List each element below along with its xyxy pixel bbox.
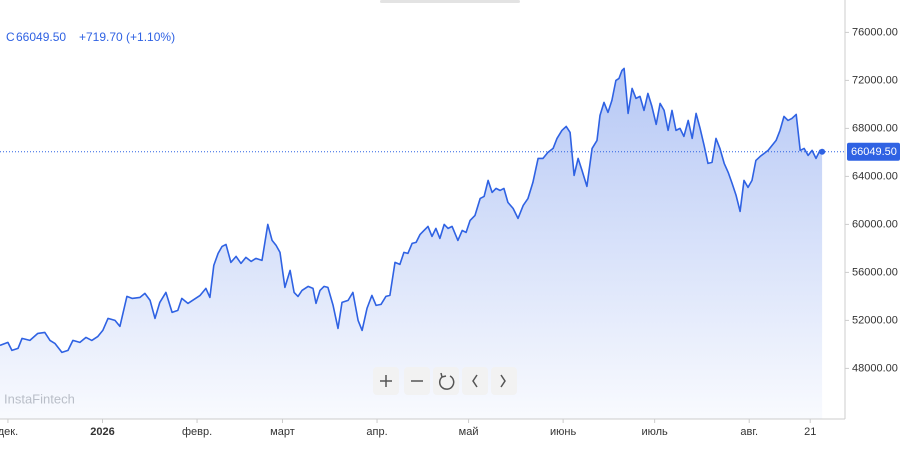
symbol: C [6,30,15,44]
y-tick-label: 72000.00 [852,74,898,86]
x-tick-label: дек. [0,426,18,438]
last-point [819,148,826,155]
y-tick-label: 52000.00 [852,314,898,326]
y-tick-label: 56000.00 [852,266,898,278]
x-tick-label: июль [641,426,668,438]
y-tick-label: 64000.00 [852,170,898,182]
x-tick-label: авг. [740,426,758,438]
scroll-right-button[interactable] [491,367,517,395]
y-tick-label: 68000.00 [852,122,898,134]
watermark: InstaFintech [4,391,75,406]
toolbar [373,367,517,395]
x-tick-label: февр. [182,426,212,438]
x-tick-label: апр. [366,426,387,438]
top-handle [380,0,520,3]
x-tick-label: 21 [804,426,816,438]
y-tick-label: 76000.00 [852,26,898,38]
line [0,67,823,354]
zoom-in-button[interactable] [373,367,399,395]
x-tick-label: 2026 [90,426,114,438]
last-price: 66049.50 [16,30,66,44]
last-price-box [847,142,900,161]
y-tick-label: 60000.00 [852,218,898,230]
area [0,68,823,419]
x-tick-label: май [459,426,479,438]
plot-area [0,67,845,419]
x-tick-label: июнь [550,426,576,438]
y-tick-label: 48000.00 [852,362,898,374]
price-change: +719.70 (+1.10%) [79,30,175,44]
zoom-out-button[interactable] [404,367,430,395]
last-price-label: 66049.50 [851,146,897,158]
scroll-left-button[interactable] [462,367,488,395]
overlay: 48000.00 52000.00 56000.00 60000.00 64000.00… [0,26,900,438]
reset-button[interactable] [433,367,459,395]
x-tick-label: март [270,426,295,438]
